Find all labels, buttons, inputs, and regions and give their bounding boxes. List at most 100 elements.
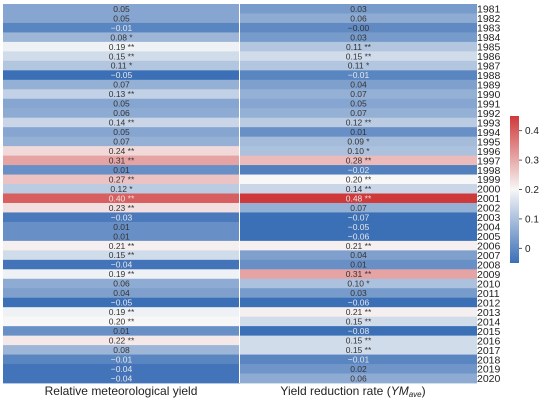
heatmap-cell-label: −0.05 [111, 298, 133, 308]
heatmap-cell [240, 51, 477, 62]
heatmap-cell [3, 259, 240, 270]
heatmap-cell-label: −0.05 [111, 70, 133, 80]
heatmap-cell [3, 269, 240, 280]
heatmap-cell [3, 288, 240, 299]
heatmap-cell-label: 0.21 ** [346, 307, 372, 317]
column-label-right-sub: ave [409, 390, 422, 399]
heatmap-cell [3, 22, 240, 33]
heatmap-cell [3, 297, 240, 308]
heatmap-cell-label: 0.15 ** [346, 345, 372, 355]
colorbar-tick-label: 0 [525, 244, 531, 255]
heatmap-cell-label: 0.03 [350, 32, 367, 42]
heatmap-cell-label: 0.03 [350, 288, 367, 298]
heatmap-cell [240, 136, 477, 147]
heatmap-cell [3, 202, 240, 213]
heatmap-cell [3, 364, 240, 374]
heatmap-cell [240, 240, 477, 251]
heatmap-cell [3, 127, 240, 138]
heatmap-cell [240, 117, 477, 128]
heatmap-cell [3, 240, 240, 251]
year-tick-label: 2006 [477, 241, 501, 253]
heatmap-cell-label: 0.11 * [111, 61, 133, 71]
heatmap-cell-label: −0.06 [348, 298, 370, 308]
heatmap-cell [3, 165, 240, 175]
heatmap-cell-label: 0.10 * [347, 146, 370, 156]
heatmap-cell-label: 0.14 ** [109, 118, 135, 128]
colorbar-tick-label: 0.1 [525, 214, 539, 225]
heatmap-cell-label: 0.04 [350, 80, 367, 90]
year-tick-label: 1991 [477, 98, 501, 110]
heatmap-cell-label: 0.08 * [110, 32, 133, 42]
heatmap-cell-label: −0.02 [348, 165, 370, 175]
heatmap-cell [3, 278, 240, 289]
year-tick-label: 1995 [477, 136, 501, 148]
heatmap-cell-label: 0.10 * [347, 279, 370, 289]
heatmap-cell-label: 0.11 ** [346, 42, 372, 52]
heatmap-cell-label: 0.01 [350, 260, 367, 270]
heatmap-cell [240, 307, 477, 318]
heatmap-cell-labels: 0.050.05−0.010.08 *0.19 **0.15 **0.11 *−… [109, 4, 372, 384]
heatmap-cell-label: 0.19 ** [109, 307, 135, 317]
heatmap-cell [240, 193, 477, 204]
column-labels: Relative meteorological yield Yield redu… [45, 384, 426, 399]
heatmap-cell-label: 0.11 * [348, 61, 370, 71]
heatmap-cell [3, 335, 240, 346]
heatmap-cell [3, 117, 240, 128]
heatmap-cell-label: 0.06 [350, 373, 367, 383]
heatmap-cell [240, 4, 477, 14]
heatmap-cell [240, 165, 477, 175]
year-tick-label: 2015 [477, 326, 501, 338]
column-label-right-suffix: ) [422, 384, 426, 398]
year-tick-label: 2010 [477, 278, 501, 290]
heatmap-cell [240, 146, 477, 156]
heatmap-cell-label: 0.05 [350, 99, 367, 109]
heatmap-cell-label: −0.03 [111, 212, 133, 222]
heatmap-cell-label: 0.15 ** [109, 51, 135, 61]
heatmap-cell [3, 184, 240, 194]
heatmap-cell-label: 0.06 [113, 279, 130, 289]
heatmap-cell [240, 231, 477, 242]
year-tick-label: 2019 [477, 364, 501, 376]
year-tick-label: 1981 [477, 4, 501, 16]
column-label-right-italic: YM [391, 384, 409, 398]
heatmap-cell [3, 354, 240, 365]
colorbar-tick-label: 0.4 [525, 126, 539, 137]
heatmap-cell-label: 0.05 [113, 99, 130, 109]
year-tick-label: 2013 [477, 307, 501, 319]
heatmap-cell [3, 250, 240, 261]
heatmap-cell [3, 98, 240, 109]
heatmap-cell [3, 32, 240, 43]
heatmap-cell-label: 0.19 ** [109, 42, 135, 52]
heatmap-cell-label: 0.07 [350, 203, 367, 213]
heatmap-cell [240, 60, 477, 71]
heatmap-cell [3, 221, 240, 232]
heatmap-cell [3, 373, 240, 384]
heatmap-cell [3, 307, 240, 318]
heatmap-cell-label: 0.05 [113, 127, 130, 137]
heatmap-cell-label: 0.21 ** [346, 241, 372, 251]
heatmap-cell [3, 146, 240, 156]
heatmap-cell-label: 0.01 [113, 165, 130, 175]
year-tick-label: 2014 [477, 316, 501, 328]
heatmap-cell-label: 0.40 ** [109, 193, 135, 203]
heatmap-cell [240, 98, 477, 109]
heatmap-cell-label: 0.05 [113, 4, 130, 14]
heatmap-cell-label: −0.01 [111, 23, 133, 33]
heatmap-cell-label: −0.04 [111, 260, 133, 270]
year-tick-label: 1986 [477, 51, 501, 63]
heatmap-cell-label: 0.09 * [347, 137, 370, 147]
heatmap-cell [240, 155, 477, 166]
heatmap-cell [240, 221, 477, 232]
heatmap-cell [3, 89, 240, 100]
heatmap-cell-label: −0.01 [348, 70, 370, 80]
heatmap-cell-label: −0.04 [111, 364, 133, 374]
heatmap-cell [3, 13, 240, 24]
heatmap-cell-label: 0.01 [113, 326, 130, 336]
heatmap-cell [240, 108, 477, 119]
heatmap-cell-label: 0.04 [113, 288, 130, 298]
heatmap-cell [240, 250, 477, 261]
heatmap-cell [240, 364, 477, 374]
heatmap-cell [3, 79, 240, 90]
heatmap-cell [240, 288, 477, 299]
heatmap-cell [3, 41, 240, 52]
